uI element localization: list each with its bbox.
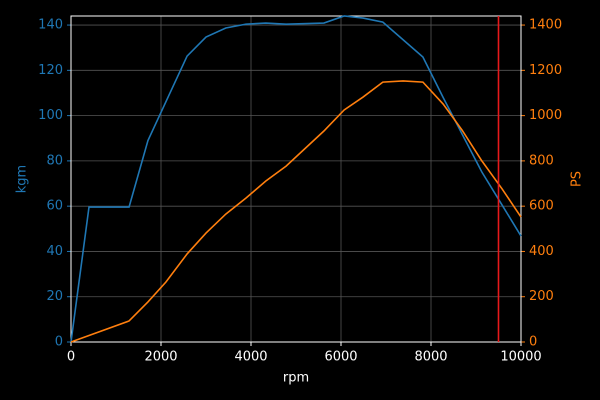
x-tick-label: 4000 bbox=[234, 350, 267, 365]
y2-axis-label: PS bbox=[570, 171, 585, 187]
y2-tick-label: 400 bbox=[529, 244, 554, 259]
data-line bbox=[70, 15, 522, 343]
y-tick-label: 0 bbox=[55, 335, 63, 350]
data-line bbox=[70, 80, 522, 343]
y-tick-label: 100 bbox=[38, 108, 63, 123]
y2-tick-label: 1200 bbox=[529, 63, 562, 78]
y-tick-label: 60 bbox=[46, 199, 63, 214]
x-tick-label: 0 bbox=[67, 350, 75, 365]
y2-tick-label: 200 bbox=[529, 289, 554, 304]
y-tick-label: 120 bbox=[38, 63, 63, 78]
x-tick-label: 2000 bbox=[144, 350, 177, 365]
y2-tick-label: 800 bbox=[529, 153, 554, 168]
x-axis-label: rpm bbox=[283, 371, 309, 386]
y-tick-label: 20 bbox=[46, 289, 63, 304]
x-tick-label: 8000 bbox=[414, 350, 447, 365]
y-axis-label: kgm bbox=[15, 165, 30, 193]
plot-frame bbox=[70, 15, 522, 343]
y-tick-label: 80 bbox=[46, 153, 63, 168]
y2-tick-label: 0 bbox=[529, 335, 537, 350]
y2-tick-label: 600 bbox=[529, 199, 554, 214]
x-tick-label: 6000 bbox=[324, 350, 357, 365]
x-tick-label: 10000 bbox=[500, 350, 541, 365]
y2-tick-label: 1000 bbox=[529, 108, 562, 123]
y-tick-label: 40 bbox=[46, 244, 63, 259]
y2-tick-label: 1400 bbox=[529, 18, 562, 33]
y-tick-label: 140 bbox=[38, 18, 63, 33]
